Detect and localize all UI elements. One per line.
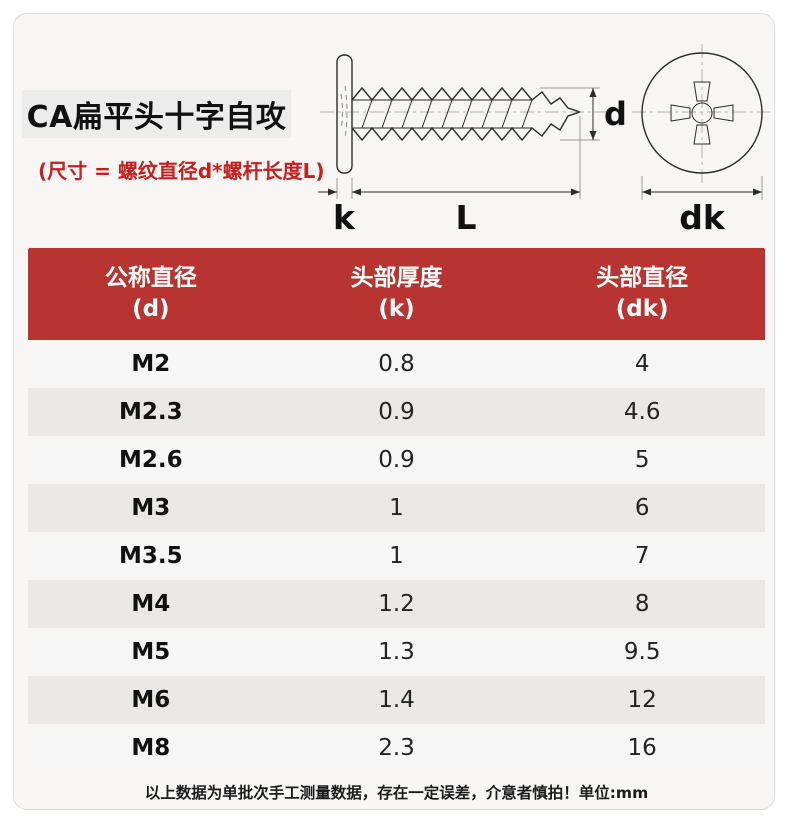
size-formula-note: (尺寸 = 螺纹直径d*螺杆长度L) [38, 159, 325, 183]
phillips-cross-recess [670, 81, 734, 145]
dimension-d: d [540, 87, 627, 141]
cell-dk: 9.5 [623, 639, 661, 665]
screw-side-view-drawing [320, 54, 608, 174]
cell-d: M2.3 [119, 399, 183, 425]
cell-d: M6 [131, 687, 171, 713]
table-row: M8 2.3 16 [28, 724, 765, 772]
spec-table-header: 公称直径 (d) 头部厚度 (k) 头部直径 (dk) [28, 248, 765, 340]
table-row: M3.5 1 7 [28, 532, 765, 580]
dk-label: dk [679, 198, 726, 237]
cell-k: 2.3 [378, 735, 415, 761]
screw-dimension-diagram: d k L [318, 44, 772, 237]
k-label: k [333, 198, 356, 237]
header-cell-k: 头部厚度 (k) [350, 264, 443, 322]
cell-d: M2.6 [119, 447, 183, 473]
cell-dk: 6 [634, 495, 650, 521]
cell-k: 1 [389, 543, 404, 569]
spec-table: 公称直径 (d) 头部厚度 (k) 头部直径 (dk) M2 0.8 4 M2.… [28, 248, 765, 772]
cell-dk: 5 [634, 447, 650, 473]
table-row: M5 1.3 9.5 [28, 628, 765, 676]
product-title-box: CA扁平头十字自攻 [22, 90, 291, 138]
cell-dk: 16 [627, 735, 657, 761]
cell-k: 1.4 [378, 687, 415, 713]
cell-d: M2 [131, 351, 171, 377]
screw-top-view-drawing [632, 44, 772, 186]
dimension-k-l: k L [318, 116, 581, 237]
cell-d: M8 [131, 735, 171, 761]
cell-k: 1 [389, 495, 404, 521]
measurement-disclaimer: 以上数据为单批次手工测量数据，存在一定误差，介意者慎拍！单位:mm [144, 784, 649, 802]
cell-k: 0.9 [378, 399, 415, 425]
table-row: M2.6 0.9 5 [28, 436, 765, 484]
cell-k: 0.9 [378, 447, 415, 473]
cell-k: 1.3 [378, 639, 415, 665]
l-label: L [455, 198, 476, 237]
table-row: M4 1.2 8 [28, 580, 765, 628]
cell-d: M4 [131, 591, 171, 617]
cell-d: M3 [131, 495, 171, 521]
cell-dk: 7 [634, 543, 650, 569]
cell-dk: 12 [627, 687, 657, 713]
cell-dk: 4 [634, 351, 650, 377]
cell-d: M3.5 [119, 543, 183, 569]
d-label: d [604, 95, 627, 133]
cell-k: 1.2 [378, 591, 415, 617]
cell-d: M5 [131, 639, 171, 665]
cell-dk: 4.6 [623, 399, 661, 425]
cell-k: 0.8 [378, 351, 415, 377]
table-row: M3 1 6 [28, 484, 765, 532]
header-cell-dk: 头部直径 (dk) [596, 264, 689, 322]
header-cell-d: 公称直径 (d) [104, 264, 197, 322]
cell-dk: 8 [634, 591, 650, 617]
table-row: M6 1.4 12 [28, 676, 765, 724]
table-row: M2.3 0.9 4.6 [28, 388, 765, 436]
dimension-dk: dk [641, 176, 763, 237]
table-row: M2 0.8 4 [28, 340, 765, 388]
product-title: CA扁平头十字自攻 [26, 100, 287, 135]
